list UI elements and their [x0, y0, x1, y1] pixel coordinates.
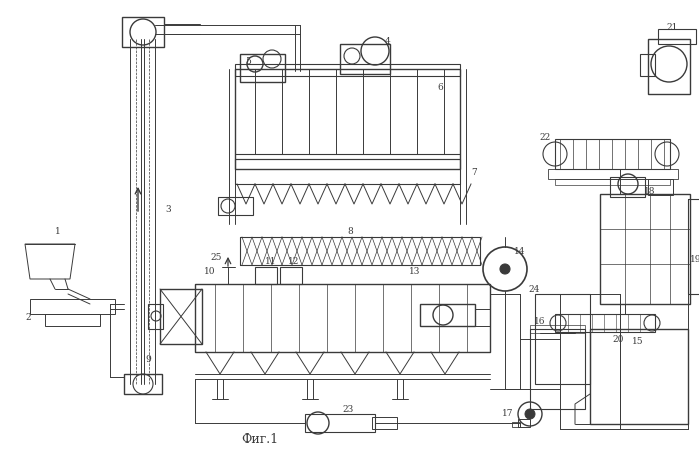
- Bar: [590, 329, 688, 424]
- Bar: [555, 314, 655, 332]
- Bar: [518, 419, 530, 427]
- Text: 25: 25: [210, 253, 222, 262]
- Text: 5: 5: [245, 57, 251, 66]
- Bar: [688, 199, 699, 295]
- Bar: [235, 70, 460, 170]
- Text: 4: 4: [385, 37, 391, 46]
- Bar: [548, 170, 678, 179]
- Text: 22: 22: [540, 133, 551, 142]
- Bar: [240, 238, 480, 265]
- Text: 6: 6: [437, 83, 443, 92]
- Text: 1: 1: [55, 227, 61, 236]
- Text: 8: 8: [347, 227, 353, 236]
- Circle shape: [500, 264, 510, 274]
- Text: 15: 15: [632, 337, 644, 346]
- Bar: [340, 45, 390, 75]
- Text: 19: 19: [690, 255, 699, 264]
- Bar: [658, 30, 696, 45]
- Bar: [555, 140, 670, 170]
- Bar: [530, 325, 585, 333]
- Text: 14: 14: [514, 247, 526, 256]
- Bar: [535, 295, 590, 384]
- Bar: [512, 422, 520, 427]
- Bar: [648, 179, 673, 196]
- Text: 10: 10: [204, 267, 216, 276]
- Text: 9: 9: [145, 355, 151, 364]
- Bar: [420, 304, 475, 326]
- Bar: [235, 160, 460, 184]
- Text: 12: 12: [288, 257, 300, 266]
- Bar: [640, 55, 655, 77]
- Bar: [195, 285, 490, 352]
- Bar: [30, 299, 115, 314]
- Text: 24: 24: [528, 285, 540, 294]
- Circle shape: [525, 409, 535, 419]
- Bar: [280, 267, 302, 285]
- Bar: [305, 414, 375, 432]
- Text: 7: 7: [471, 168, 477, 177]
- Bar: [122, 18, 164, 48]
- Bar: [555, 179, 670, 186]
- Bar: [218, 198, 253, 216]
- Text: Фиг.1: Фиг.1: [241, 433, 279, 446]
- Bar: [648, 40, 690, 95]
- Text: 17: 17: [503, 409, 514, 418]
- Bar: [124, 374, 162, 394]
- Bar: [235, 65, 460, 77]
- Text: 3: 3: [165, 205, 171, 214]
- Bar: [240, 55, 285, 83]
- Bar: [610, 178, 645, 198]
- Text: 16: 16: [534, 317, 546, 326]
- Text: 23: 23: [343, 405, 354, 414]
- Bar: [255, 267, 277, 285]
- Text: 11: 11: [265, 257, 277, 266]
- Bar: [372, 417, 397, 429]
- Bar: [160, 290, 202, 344]
- Text: 20: 20: [612, 335, 624, 344]
- Bar: [45, 314, 100, 326]
- Bar: [530, 329, 585, 409]
- Text: 21: 21: [666, 23, 678, 32]
- Bar: [600, 194, 690, 304]
- Text: 18: 18: [644, 187, 656, 196]
- Text: 2: 2: [25, 313, 31, 322]
- Bar: [148, 304, 163, 329]
- Text: 13: 13: [410, 267, 421, 276]
